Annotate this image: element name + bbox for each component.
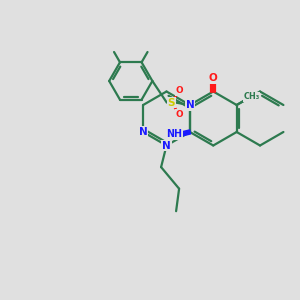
Text: N: N bbox=[162, 140, 171, 151]
Text: O: O bbox=[209, 73, 218, 83]
Text: S: S bbox=[167, 98, 175, 108]
Text: O: O bbox=[176, 110, 184, 119]
Text: N: N bbox=[185, 100, 194, 110]
Text: CH₃: CH₃ bbox=[244, 92, 260, 101]
Text: NH: NH bbox=[166, 129, 182, 140]
Text: N: N bbox=[139, 127, 148, 137]
Text: O: O bbox=[176, 86, 184, 95]
